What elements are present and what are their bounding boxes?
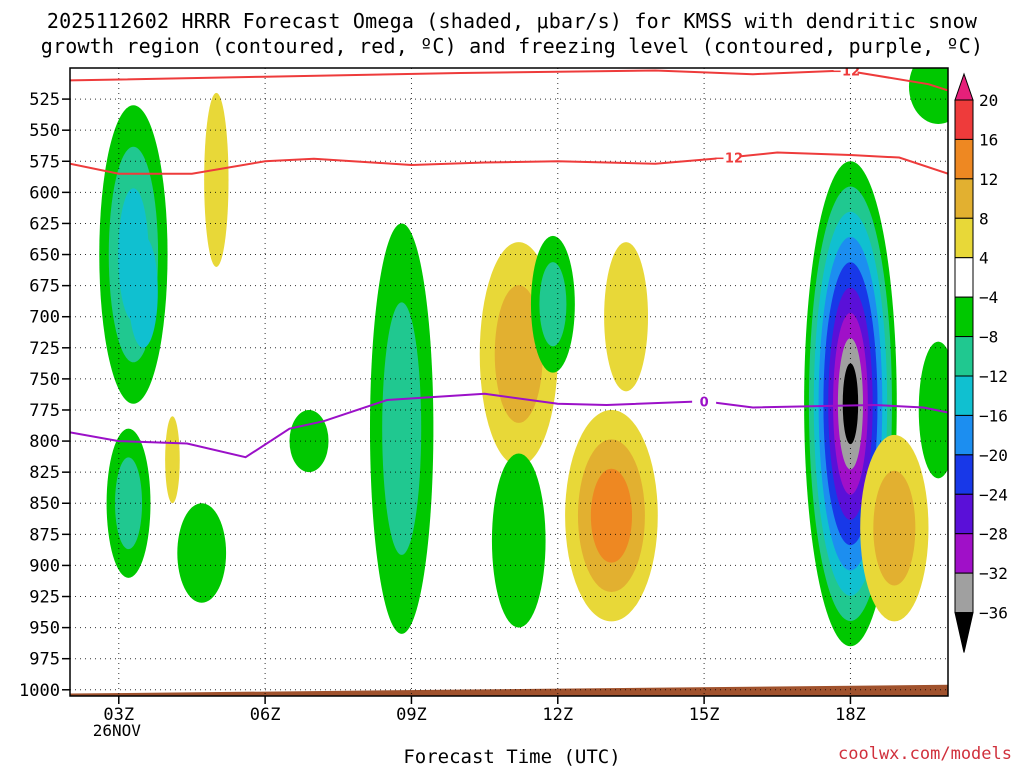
- colorbar-segment-10: [954, 454, 974, 495]
- omega-cross-section-chart: −12 −12 0 525 550 575 600 625 650 675 700 725 750 775…: [19, 64, 1008, 740]
- x-tick-label-12Z: 12Z: [542, 705, 573, 725]
- y-tick-label-900: 900: [29, 556, 60, 576]
- colorbar-bottom-arrow: [954, 612, 974, 653]
- omega-ascent-mid-3-ring-0: [491, 453, 546, 628]
- colorbar-segment-13: [954, 572, 974, 614]
- omega-left-descent-top-ring-0: [204, 92, 229, 267]
- x-tick-label-18Z: 18Z: [835, 705, 866, 725]
- y-tick-label-825: 825: [29, 463, 60, 483]
- chart-title-line-1: 2025112602 HRRR Forecast Omega (shaded, …: [46, 9, 978, 33]
- y-tick-label-725: 725: [29, 339, 60, 359]
- x-tick-label-09Z: 09Z: [396, 705, 427, 725]
- colorbar-label-4: 4: [979, 249, 989, 268]
- omega-ascent-mid-2-ring-1: [539, 262, 567, 347]
- y-tick-label-675: 675: [29, 277, 60, 297]
- colorbar-label-2: 12: [979, 170, 998, 189]
- y-tick-label-550: 550: [29, 121, 60, 141]
- colorbar-label-13: −36: [979, 604, 1008, 623]
- y-tick-label-625: 625: [29, 214, 60, 234]
- contour-dgz-bottom-12C: [70, 151, 948, 175]
- colorbar-segment-9: [954, 414, 974, 456]
- contour-freezing-level-0C: [70, 392, 948, 459]
- omega-left-descent-small-ring-0: [165, 416, 180, 504]
- y-tick-label-800: 800: [29, 432, 60, 452]
- colorbar-segment-1: [954, 99, 974, 140]
- colorbar-segment-6: [954, 296, 974, 338]
- colorbar-segment-12: [954, 533, 974, 574]
- x-tick-sublabel-1: 2025: [98, 737, 137, 740]
- x-tick-label-03Z: 03Z: [103, 705, 134, 725]
- colorbar-segment-2: [954, 138, 974, 180]
- omega-lower-left-arm-ring-0: [177, 503, 227, 603]
- plot-area: −12 −12 0: [70, 64, 948, 696]
- x-axis-title: Forecast Time (UTC): [403, 746, 621, 768]
- colorbar-label-11: −28: [979, 525, 1008, 544]
- omega-descent-mid-2-ring-2: [590, 468, 633, 563]
- colorbar-label-1: 16: [979, 130, 998, 149]
- y-tick-label-1000: 1000: [19, 681, 60, 701]
- site-credit: coolwx.com/models: [838, 744, 1012, 764]
- colorbar-segment-5: [954, 257, 974, 298]
- colorbar-label-7: −12: [979, 367, 1008, 386]
- contour-label-bg-freezing-level-0C: [692, 394, 717, 409]
- x-tick-label-15Z: 15Z: [689, 705, 720, 725]
- terrain-surface: [70, 684, 948, 696]
- omega-upper-left-core-ring-0: [128, 235, 158, 348]
- contour-label-bg-dgz-top-12C: [833, 68, 858, 78]
- colorbar-label-8: −16: [979, 406, 1008, 425]
- contour-label-bg-dgz-bottom-12C: [716, 150, 741, 165]
- omega-lower-left-ascent-ring-1: [115, 457, 143, 550]
- colorbar-segment-7: [954, 336, 974, 377]
- y-tick-label-700: 700: [29, 308, 60, 328]
- y-tick-label-525: 525: [29, 90, 60, 110]
- y-tick-label-950: 950: [29, 619, 60, 639]
- y-tick-label-575: 575: [29, 152, 60, 172]
- omega-descent-mid-3-ring-0: [604, 242, 649, 392]
- y-tick-label-850: 850: [29, 494, 60, 514]
- y-tick-label-600: 600: [29, 183, 60, 203]
- plot-frame: [69, 67, 949, 697]
- y-tick-label-875: 875: [29, 525, 60, 545]
- colorbar-segment-8: [954, 375, 974, 416]
- colorbar-label-10: −24: [979, 485, 1008, 504]
- contour-label-freezing-level-0C: 0: [700, 395, 709, 410]
- x-tick-label-06Z: 06Z: [250, 705, 281, 725]
- y-tick-label-975: 975: [29, 650, 60, 670]
- omega-ascent-mid-1-ring-1: [382, 302, 422, 555]
- contour-label-dgz-top-12C: −12: [831, 64, 860, 79]
- colorbar-label-0: 20: [979, 91, 998, 110]
- colorbar-label-3: 8: [979, 209, 989, 228]
- omega-descent-mid-1-ring-1: [494, 285, 543, 423]
- y-tick-label-775: 775: [29, 401, 60, 421]
- colorbar-label-6: −8: [979, 328, 998, 347]
- colorbar-label-12: −32: [979, 564, 1008, 583]
- colorbar-segment-11: [954, 493, 974, 535]
- colorbar-label-9: −20: [979, 446, 1008, 465]
- x-tick-sublabel-0: 26NOV: [93, 721, 142, 740]
- colorbar-top-arrow: [954, 72, 974, 101]
- colorbar-label-5: −4: [979, 288, 998, 307]
- contour-label-dgz-bottom-12C: −12: [714, 152, 743, 167]
- colorbar-segment-3: [954, 178, 974, 219]
- y-tick-label-925: 925: [29, 588, 60, 608]
- colorbar-segment-4: [954, 217, 974, 259]
- y-tick-label-750: 750: [29, 370, 60, 390]
- chart-title-line-2: growth region (contoured, red, ºC) and f…: [40, 34, 984, 58]
- contour-dgz-top-12C: [70, 69, 948, 92]
- omega-descent-right-ring-1: [873, 470, 916, 586]
- y-tick-label-650: 650: [29, 246, 60, 266]
